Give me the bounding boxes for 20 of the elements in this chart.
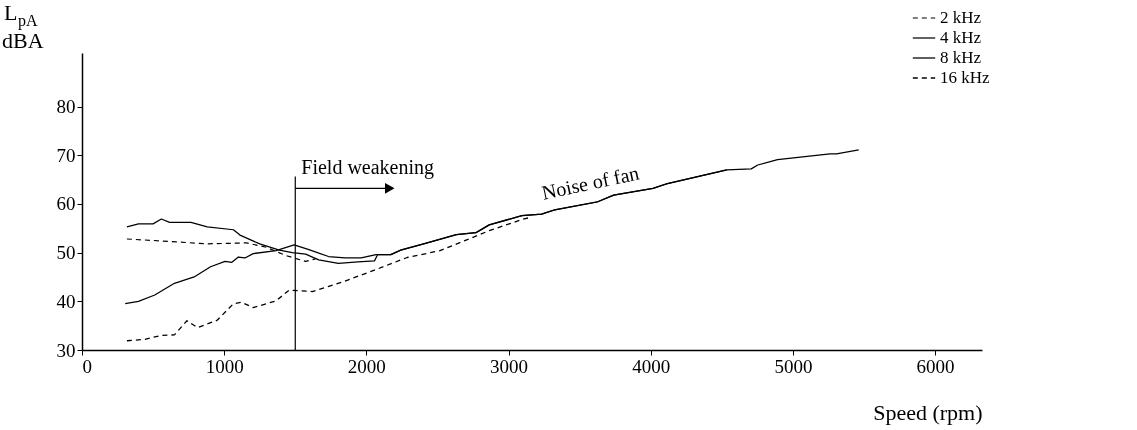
x-tick-label: 2000 <box>347 355 386 377</box>
y-tick-label: 60 <box>56 193 76 215</box>
legend-label: 16 kHz <box>940 68 991 87</box>
legend-label: 2 kHz <box>940 8 982 27</box>
y-tick-label: 30 <box>56 339 76 361</box>
y-tick-label: 40 <box>56 290 76 312</box>
annotation: Noise of fan <box>539 161 641 204</box>
x-tick-label: 1000 <box>205 355 244 377</box>
annotation: Field weakening <box>301 156 435 180</box>
x-tick-label: 4000 <box>632 355 671 377</box>
y-tick-label: 80 <box>56 96 76 118</box>
x-tick-label: 5000 <box>774 355 813 377</box>
legend-label: 4 kHz <box>940 28 982 47</box>
x-tick-label: 0 <box>82 355 92 377</box>
x-axis-title: Speed (rpm) <box>873 399 983 425</box>
y-tick-label: 70 <box>56 144 76 166</box>
x-tick-label: 6000 <box>916 355 955 377</box>
y-tick-label: 50 <box>56 242 76 264</box>
legend-label: 8 kHz <box>940 48 982 67</box>
x-tick-label: 3000 <box>490 355 529 377</box>
